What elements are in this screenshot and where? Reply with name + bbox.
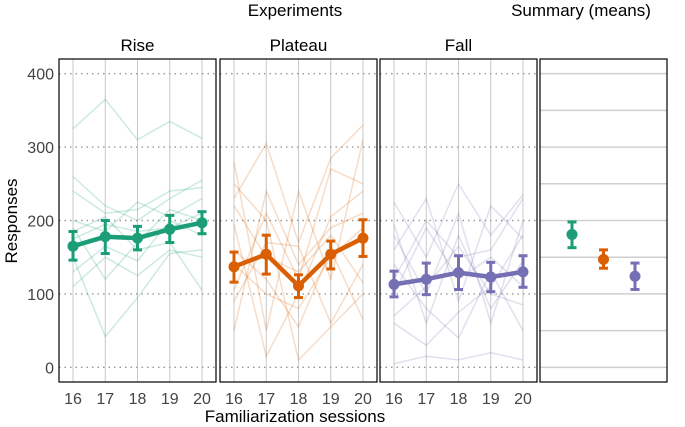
x-tick-label: 20: [354, 391, 372, 408]
x-tick-label: 18: [450, 391, 468, 408]
x-tick-label: 16: [225, 391, 243, 408]
subject-line: [72, 98, 203, 141]
mean-point: [99, 231, 111, 243]
mean-point: [164, 223, 176, 235]
subject-line: [393, 182, 524, 259]
y-tick-label-0: 0: [45, 360, 54, 377]
subject-line: [72, 186, 203, 214]
y-tick-label-300: 300: [27, 140, 54, 157]
mean-point: [485, 271, 497, 283]
subject-line: [72, 197, 203, 233]
subject-line: [233, 183, 364, 362]
panels-layer: 0 100 200 300 400 Rise 16 17 18 19 20 Plateau 16 17 18…: [27, 36, 668, 408]
summary-point-rise: [566, 228, 578, 240]
x-tick-label: 17: [417, 391, 435, 408]
y-tick-label-100: 100: [27, 287, 54, 304]
x-tick-label: 17: [257, 391, 275, 408]
subject-line: [393, 264, 524, 340]
panel-border: [379, 58, 538, 383]
subject-line: [393, 223, 524, 326]
x-tick-label: 19: [482, 391, 500, 408]
panel-border: [219, 58, 378, 383]
x-tick-label: 19: [161, 391, 179, 408]
summary-point-fall: [629, 270, 641, 282]
x-tick-label: 20: [514, 391, 532, 408]
x-tick-label: 18: [290, 391, 308, 408]
y-tick-label-200: 200: [27, 214, 54, 231]
mean-point: [132, 232, 143, 244]
mean-point: [453, 267, 464, 279]
mean-point: [388, 278, 400, 290]
summary-title: Summary (means): [511, 1, 651, 20]
mean-point: [517, 266, 529, 278]
subject-line: [72, 249, 203, 338]
panel-summary: [539, 58, 668, 383]
subject-line: [393, 351, 524, 365]
subject-line: [72, 249, 203, 288]
panel-plateau: Plateau 16 17 18 19 20: [219, 36, 378, 408]
mean-point: [420, 273, 432, 285]
experiments-title: Experiments: [248, 1, 342, 20]
x-tick-label: 16: [64, 391, 82, 408]
subject-line: [393, 234, 524, 347]
y-axis-label: Responses: [2, 178, 21, 263]
mean-point: [196, 217, 208, 229]
subject-line: [233, 139, 364, 331]
x-axis-label: Familiarization sessions: [205, 407, 385, 426]
summary-point-plateau: [598, 253, 609, 265]
mean-point: [228, 261, 240, 273]
panel-fall: Fall 16 17 18 19 20: [379, 36, 538, 408]
mean-point: [293, 280, 304, 292]
subject-line: [233, 248, 364, 329]
panel-border: [58, 58, 217, 383]
x-tick-label: 17: [96, 391, 114, 408]
subject-line: [72, 175, 203, 222]
panel-title-plateau: Plateau: [270, 36, 328, 55]
subject-line: [233, 124, 364, 245]
subject-line: [233, 241, 364, 326]
subject-line: [393, 244, 524, 317]
panel-title-rise: Rise: [120, 36, 154, 55]
y-tick-label-400: 400: [27, 67, 54, 84]
panel-rise: Rise 16 17 18 19 20: [58, 36, 217, 408]
mean-point: [325, 248, 337, 260]
subject-line: [233, 188, 364, 331]
x-tick-label: 19: [322, 391, 340, 408]
x-tick-label: 18: [129, 391, 147, 408]
summary-border: [539, 58, 668, 383]
mean-point: [260, 248, 272, 260]
mean-point: [357, 232, 369, 244]
x-tick-label: 20: [193, 391, 211, 408]
panel-title-fall: Fall: [445, 36, 472, 55]
subject-line: [393, 196, 524, 304]
x-tick-label: 16: [385, 391, 403, 408]
subject-line: [393, 210, 524, 326]
mean-point: [67, 240, 79, 252]
